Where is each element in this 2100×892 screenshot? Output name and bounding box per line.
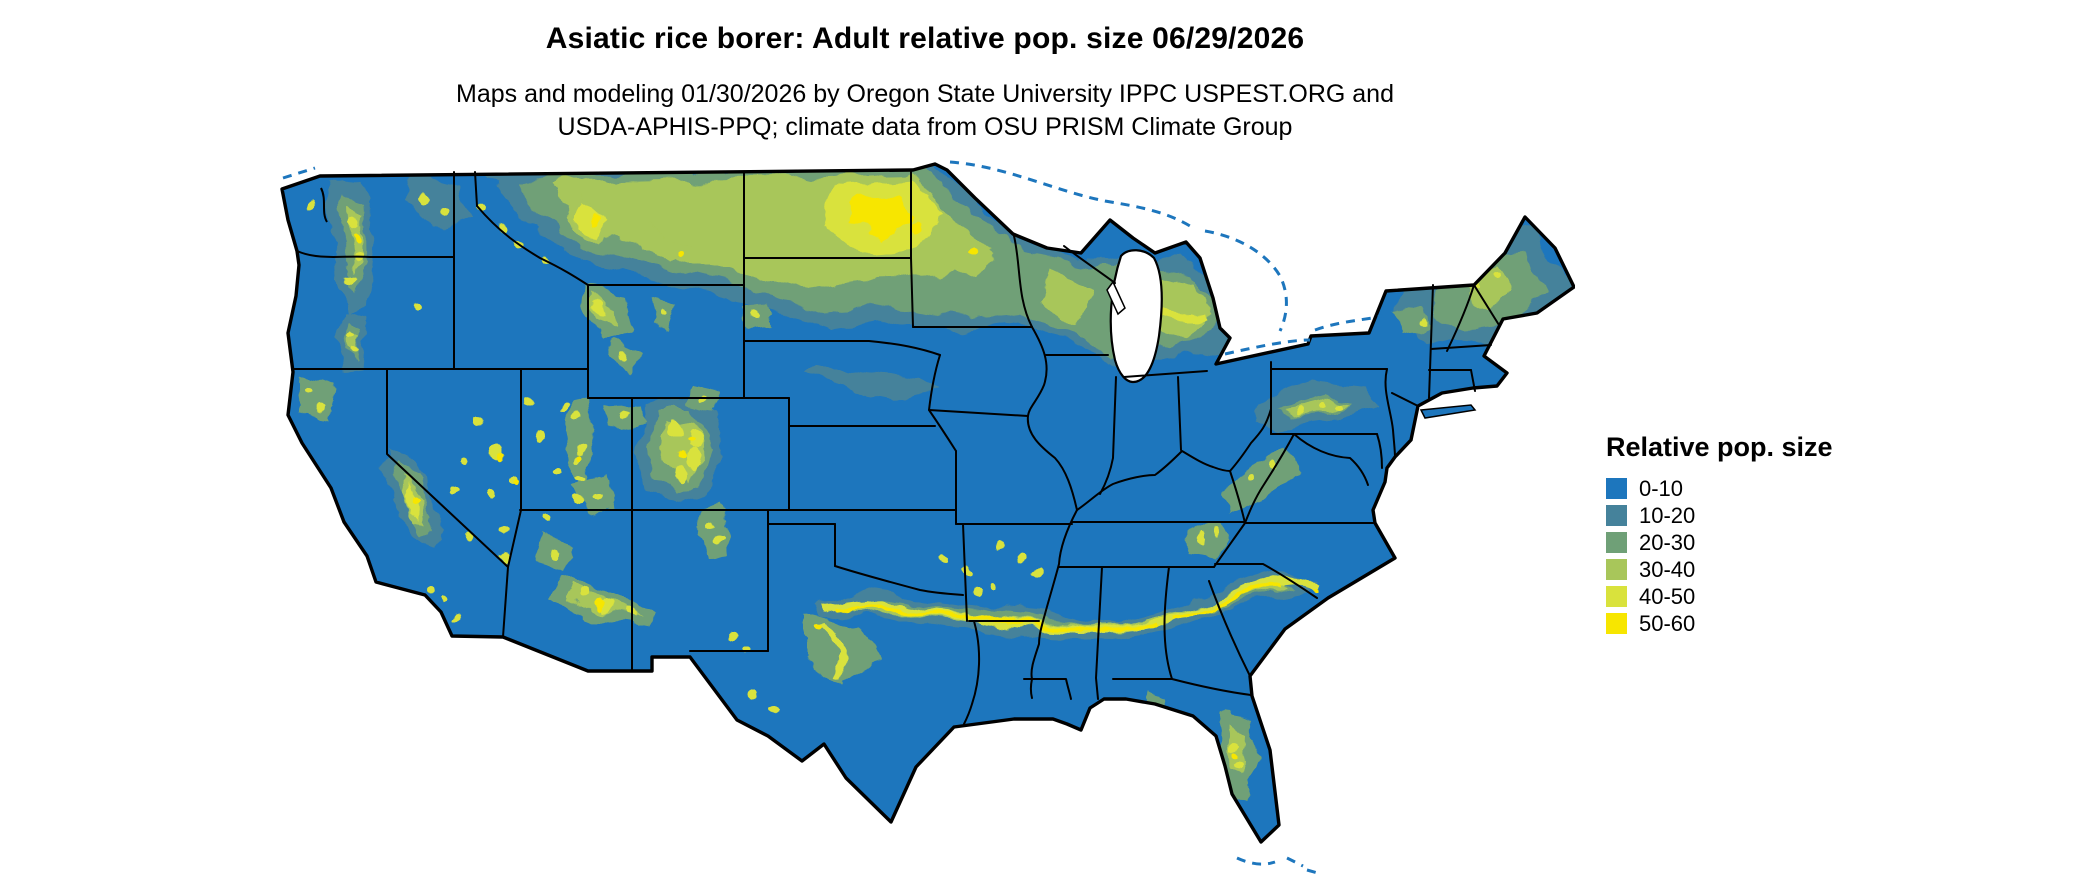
- legend-label-20-30: 20-30: [1639, 529, 1696, 555]
- legend-title: Relative pop. size: [1606, 432, 1833, 462]
- subtitle-line-2: USDA-APHIS-PPQ; climate data from OSU PR…: [557, 113, 1293, 141]
- legend-label-30-40: 30-40: [1639, 556, 1696, 582]
- page-title: Asiatic rice borer: Adult relative pop. …: [545, 22, 1305, 55]
- puget-sound: [320, 187, 328, 223]
- legend-item: 0-10: [1606, 475, 1833, 502]
- legend-swatch-50-60: [1606, 613, 1627, 634]
- long-island: [1419, 404, 1477, 419]
- legend-item: 10-20: [1606, 502, 1833, 529]
- legend-label-50-60: 50-60: [1639, 610, 1696, 636]
- lake-michigan: [1109, 249, 1163, 384]
- legend-swatch-0-10: [1606, 478, 1627, 499]
- map-subtitle: Maps and modeling 01/30/2026 by Oregon S…: [270, 78, 1580, 144]
- legend-item: 20-30: [1606, 529, 1833, 556]
- legend-label-40-50: 40-50: [1639, 583, 1696, 609]
- exterior-coastline-dashes: [282, 160, 1384, 876]
- map-legend: Relative pop. size 0-10 10-20 20-30 30-4…: [1606, 432, 1833, 637]
- legend-item: 50-60: [1606, 610, 1833, 637]
- green-bay: [1106, 280, 1126, 316]
- us-population-map: [275, 158, 1575, 876]
- legend-item: 30-40: [1606, 556, 1833, 583]
- legend-swatch-30-40: [1606, 559, 1627, 580]
- us-outline: [280, 162, 1575, 844]
- legend-label-10-20: 10-20: [1639, 502, 1696, 528]
- legend-label-0-10: 0-10: [1639, 475, 1684, 501]
- legend-swatch-20-30: [1606, 532, 1627, 553]
- state-borders: [292, 171, 1500, 725]
- subtitle-line-1: Maps and modeling 01/30/2026 by Oregon S…: [456, 80, 1394, 108]
- legend-swatch-40-50: [1606, 586, 1627, 607]
- us-map-svg: [280, 160, 1575, 876]
- great-lakes: [1106, 249, 1163, 384]
- legend-swatch-10-20: [1606, 505, 1627, 526]
- title-block: Asiatic rice borer: Adult relative pop. …: [270, 22, 1580, 144]
- legend-item: 40-50: [1606, 583, 1833, 610]
- raster-50-60: [352, 198, 1316, 761]
